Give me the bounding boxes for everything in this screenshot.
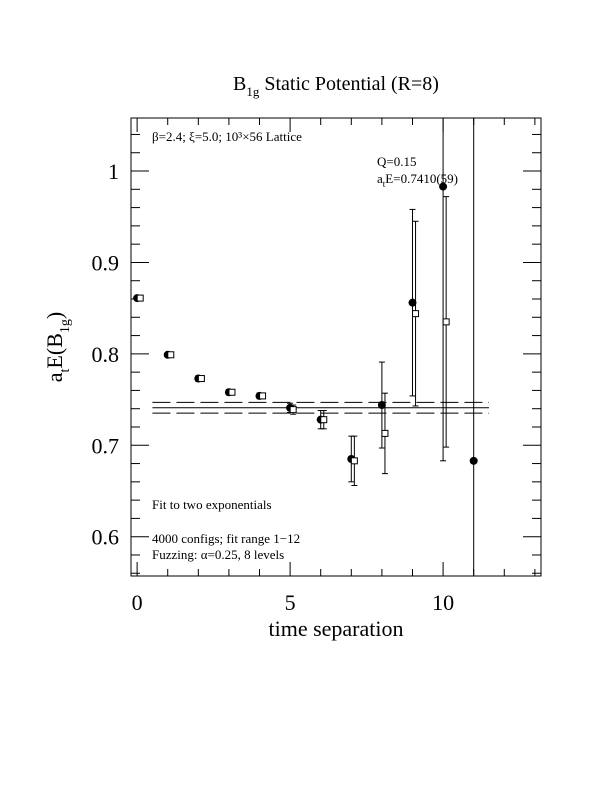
plot-frame [130,117,542,577]
x-tick-label: 0 [132,590,143,615]
point [228,388,236,396]
x-tick-label: 5 [285,590,296,615]
point [381,429,389,437]
annotation: 4000 configs; fit range 1−12 [152,531,300,546]
point [320,416,328,424]
point [412,310,420,318]
point [377,401,386,410]
y-tick-label: 0.8 [92,342,120,367]
point [167,351,175,359]
annotation: Fuzzing: α=0.25, 8 levels [152,547,284,562]
annotation: Q=0.15 [377,154,416,169]
point [442,318,450,326]
y-tick-label: 1 [108,159,119,184]
point [289,406,297,414]
chart-title: B1g Static Potential (R=8) [233,73,439,99]
annotation: β=2.4; ξ=5.0; 10³×56 Lattice [152,129,302,144]
x-axis-label: time separation [268,616,403,641]
annotation: atE=0.7410(59) [377,171,458,189]
point [350,457,358,465]
annotation: Fit to two exponentials [152,497,272,512]
point [439,182,448,191]
point [469,456,478,465]
point [197,375,205,383]
y-tick-label: 0.7 [92,433,120,458]
point [259,392,267,400]
y-tick-label: 0.9 [92,250,120,275]
y-axis-label: atE(B1g) [42,312,73,382]
y-tick-label: 0.6 [92,525,120,550]
point [136,294,144,302]
x-tick-label: 10 [432,590,454,615]
plot-area [133,118,489,576]
point [408,298,417,307]
